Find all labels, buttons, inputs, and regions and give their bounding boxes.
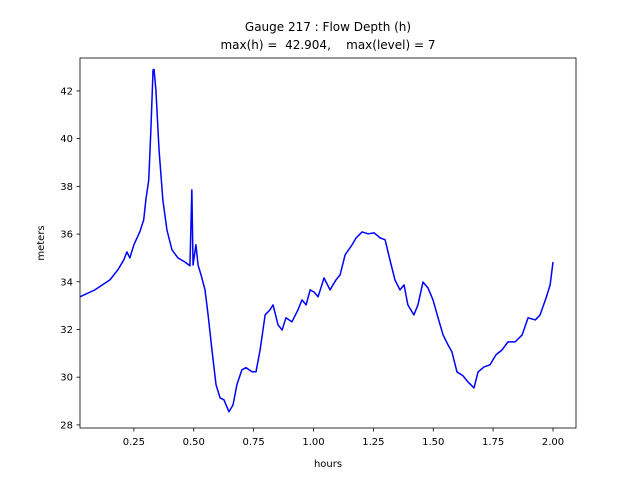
- x-axis-label: hours: [314, 459, 342, 470]
- y-tick-label: 28: [60, 420, 73, 431]
- y-axis-label: meters: [36, 225, 47, 260]
- x-tick-label: 1.50: [422, 437, 444, 448]
- x-tick-label: 2.00: [542, 437, 564, 448]
- plot-frame: [79, 57, 577, 429]
- y-tick-label: 36: [60, 230, 73, 241]
- y-tick-label: 30: [60, 373, 73, 384]
- data-line: [79, 68, 554, 413]
- x-tick-label: 0.50: [183, 437, 205, 448]
- x-tick-label: 1.75: [482, 437, 504, 448]
- y-tick-label: 38: [60, 182, 73, 193]
- x-tick-label: 0.25: [123, 437, 145, 448]
- x-tick-label: 1.00: [302, 437, 324, 448]
- x-tick-label: 0.75: [243, 437, 265, 448]
- y-tick-label: 42: [60, 86, 73, 97]
- y-tick-label: 34: [60, 277, 73, 288]
- y-tick-label: 40: [60, 134, 73, 145]
- y-tick-label: 32: [60, 325, 73, 336]
- chart-title: Gauge 217 : Flow Depth (h): [245, 20, 411, 34]
- x-tick-label: 1.25: [362, 437, 384, 448]
- chart-subtitle: max(h) = 42.904, max(level) = 7: [220, 38, 435, 52]
